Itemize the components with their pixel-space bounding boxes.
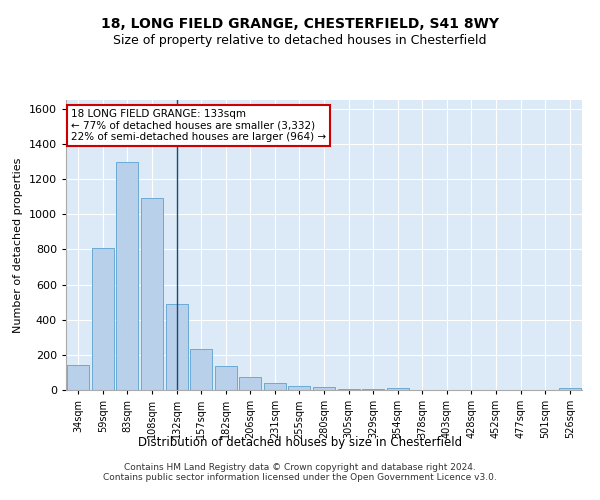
Bar <box>92 248 114 390</box>
Text: 18, LONG FIELD GRANGE, CHESTERFIELD, S41 8WY: 18, LONG FIELD GRANGE, CHESTERFIELD, S41… <box>101 18 499 32</box>
Bar <box>166 304 188 390</box>
Y-axis label: Number of detached properties: Number of detached properties <box>13 158 23 332</box>
Bar <box>239 377 262 390</box>
Bar <box>264 383 286 390</box>
Bar <box>116 162 139 390</box>
Text: Distribution of detached houses by size in Chesterfield: Distribution of detached houses by size … <box>138 436 462 449</box>
Bar <box>559 388 581 390</box>
Bar <box>190 348 212 390</box>
Bar <box>67 366 89 390</box>
Bar <box>338 388 359 390</box>
Bar <box>289 386 310 390</box>
Text: Size of property relative to detached houses in Chesterfield: Size of property relative to detached ho… <box>113 34 487 47</box>
Bar <box>313 388 335 390</box>
Bar <box>215 366 237 390</box>
Text: Contains HM Land Registry data © Crown copyright and database right 2024.
Contai: Contains HM Land Registry data © Crown c… <box>103 463 497 482</box>
Bar <box>386 388 409 390</box>
Text: 18 LONG FIELD GRANGE: 133sqm
← 77% of detached houses are smaller (3,332)
22% of: 18 LONG FIELD GRANGE: 133sqm ← 77% of de… <box>71 108 326 142</box>
Bar <box>141 198 163 390</box>
